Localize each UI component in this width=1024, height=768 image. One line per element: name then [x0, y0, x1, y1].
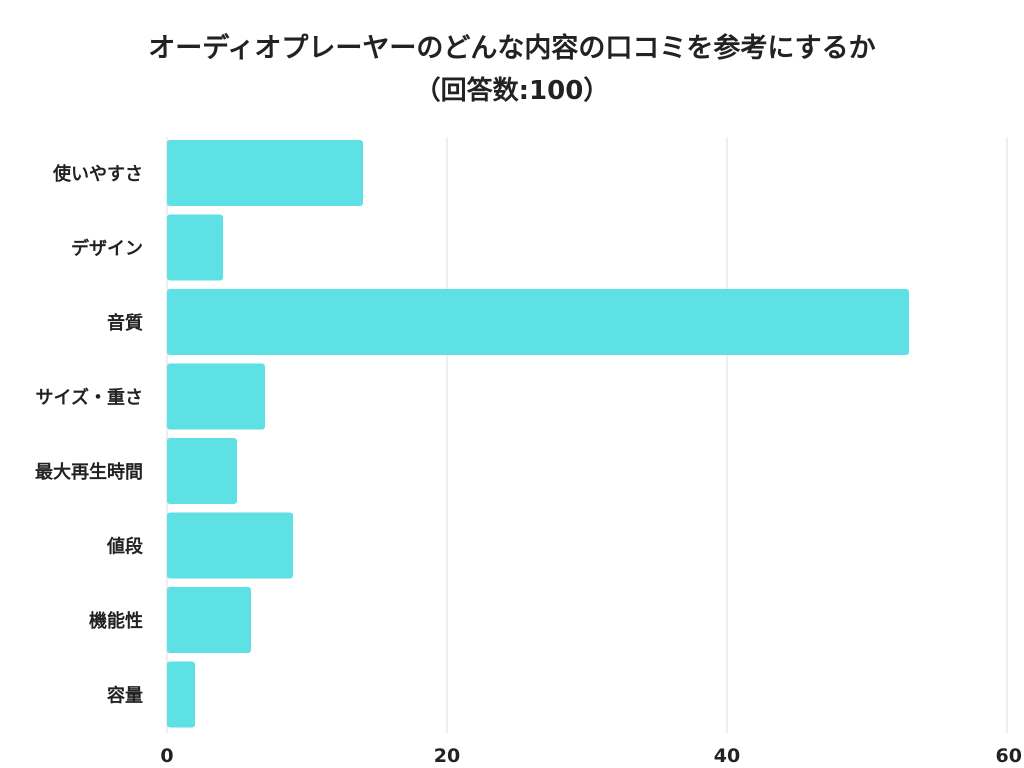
bar-0: [167, 140, 363, 206]
x-tick-label: 60: [996, 745, 1022, 767]
x-tick-label: 20: [434, 745, 460, 767]
chart-title-line1: オーディオプレーヤーのどんな内容の口コミを参考にするか: [148, 33, 876, 64]
category-label: 最大再生時間: [35, 461, 143, 483]
x-axis-tick-labels: 0 20 40 60: [160, 745, 1022, 767]
category-label: 容量: [107, 685, 143, 707]
x-tick-label: 40: [714, 745, 740, 767]
x-tick-label: 0: [160, 745, 173, 767]
category-label: 音質: [107, 312, 143, 334]
bar-1: [167, 214, 223, 281]
bars: [167, 140, 909, 728]
category-label: デザイン: [71, 238, 143, 260]
category-label: 機能性: [89, 610, 143, 632]
bar-5: [167, 512, 293, 579]
gridlines: [166, 137, 1008, 733]
bar-3: [167, 363, 265, 430]
chart-subtitle-line2: （回答数:100）: [414, 76, 610, 106]
bar-6: [167, 587, 251, 653]
bar-4: [167, 438, 237, 504]
bar-7: [167, 661, 195, 728]
category-label: 値段: [106, 536, 144, 558]
category-label: サイズ・重さ: [36, 387, 143, 409]
category-label: 使いやすさ: [52, 164, 143, 185]
bar-2: [167, 289, 909, 355]
